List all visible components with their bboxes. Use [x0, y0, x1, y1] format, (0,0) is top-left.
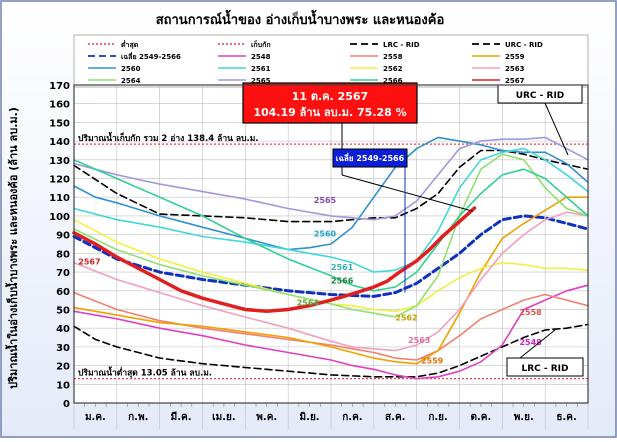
series-label: 2563 — [408, 336, 430, 345]
plot-area: 0 10 20 30 40 50 60 70 80 90 100 110 120 130 140 150 160… — [49, 34, 590, 429]
series-line — [73, 218, 589, 313]
series-line — [73, 291, 589, 361]
series-line — [73, 136, 589, 221]
series-line — [72, 206, 477, 314]
series-label: 2559 — [421, 357, 444, 366]
legend-label: ต่ำสุด — [121, 39, 139, 49]
legend-label: เก็บกัก — [251, 40, 271, 49]
y-tick-label: 40 — [56, 324, 70, 335]
lrc-box-label: LRC - RID — [521, 364, 568, 374]
series-line — [72, 214, 590, 298]
x-tick-label: เม.ย. — [212, 412, 235, 423]
x-tick-label: พ.ย. — [514, 412, 534, 423]
series-line — [73, 136, 589, 251]
series-line — [73, 196, 589, 365]
x-tick-label: ก.ค. — [342, 412, 362, 423]
series-line — [73, 323, 589, 378]
lrc-box — [506, 357, 584, 377]
y-tick-label: 20 — [56, 362, 70, 373]
x-tick-label: ก.พ. — [128, 412, 148, 423]
series-label: 2560 — [314, 230, 337, 239]
legend-label: 2567 — [505, 77, 525, 85]
y-tick-label: 60 — [56, 287, 70, 298]
series-label: 2566 — [331, 276, 354, 285]
legend-label: 2559 — [505, 53, 525, 61]
legend-label: 2562 — [383, 65, 403, 73]
series-label: 2565 — [314, 196, 337, 205]
y-tick-label: 100 — [49, 212, 70, 223]
y-tick-label: 130 — [49, 156, 70, 167]
legend-label: URC - RID — [505, 41, 543, 49]
legend-label: 2548 — [251, 53, 271, 61]
legend-label: 2565 — [251, 77, 271, 85]
series-line — [73, 159, 589, 292]
x-tick-label: มิ.ย. — [300, 411, 320, 423]
y-tick-label: 120 — [49, 175, 70, 186]
y-axis-label: ปริมาณน้ำในอ่างเก็บน้ำบางพระ และหนองค้อ … — [5, 107, 20, 389]
series-label: 2567 — [78, 258, 100, 267]
chart-title: สถานการณ์น้ำของ อ่างเก็บน้ำบางพระ และหนอ… — [156, 9, 445, 28]
x-tick-label: ส.ค. — [385, 412, 405, 423]
urc-connector — [544, 102, 569, 156]
legend-label: 2560 — [121, 65, 141, 73]
legend-label: 2561 — [251, 65, 271, 73]
legend-label: 2563 — [505, 65, 525, 73]
y-tick-label: 80 — [56, 249, 70, 260]
urc-box-label: URC - RID — [516, 91, 565, 101]
current-value-box — [242, 82, 418, 124]
legend-label: เฉลี่ย 2549-2566 — [121, 51, 181, 61]
x-tick-label: ก.ย. — [428, 412, 448, 423]
series-line — [73, 211, 589, 352]
legend-label: 2558 — [383, 53, 403, 61]
series-label: 2564 — [297, 299, 320, 308]
x-tick-label: ธ.ค. — [556, 412, 576, 423]
avg-box — [332, 148, 408, 168]
legend-box — [73, 34, 589, 88]
series-line — [73, 147, 589, 273]
series-label: 2548 — [519, 338, 542, 347]
series-label: 2561 — [331, 263, 354, 272]
series-line — [73, 284, 589, 380]
series-label: 2562 — [395, 314, 417, 323]
callout-connector — [341, 174, 473, 212]
y-tick-label: 160 — [49, 100, 70, 111]
y-tick-label: 90 — [56, 231, 70, 242]
series-label: 2558 — [519, 308, 542, 317]
legend-label: 2566 — [383, 77, 403, 85]
y-tick-label: 110 — [49, 193, 70, 204]
x-tick-label: ต.ค. — [471, 412, 492, 423]
y-tick-label: 50 — [56, 305, 70, 316]
avg-box-label: เฉลี่ย 2549-2566 — [336, 152, 405, 163]
x-tick-label: ม.ค. — [85, 412, 106, 423]
y-tick-label: 140 — [49, 137, 70, 148]
x-tick-label: มี.ค. — [171, 411, 192, 423]
y-tick-label: 170 — [49, 81, 70, 92]
y-tick-label: 10 — [56, 380, 70, 391]
reference-label: ปริมาณน้ำเก็บกัก รวม 2 อ่าง 138.4 ล้าน ล… — [78, 131, 259, 144]
legend-label: 2564 — [121, 77, 141, 85]
y-tick-label: 70 — [56, 268, 70, 279]
legend-label: LRC - RID — [383, 41, 420, 49]
y-tick-label: 150 — [49, 118, 70, 129]
reference-label: ปริมาณน้ำต่ำสุด 13.05 ล้าน ลบ.ม. — [78, 366, 212, 379]
lrc-connector — [519, 329, 556, 359]
series-line — [73, 153, 589, 318]
plot-border — [73, 84, 589, 404]
current-value-label: 104.19 ล้าน ลบ.ม. 75.28 % — [253, 106, 406, 119]
y-tick-label: 0 — [63, 399, 70, 410]
x-tick-label: พ.ค. — [256, 412, 277, 423]
y-tick-label: 30 — [56, 343, 70, 354]
current-date-label: 11 ต.ค. 2567 — [292, 90, 368, 103]
